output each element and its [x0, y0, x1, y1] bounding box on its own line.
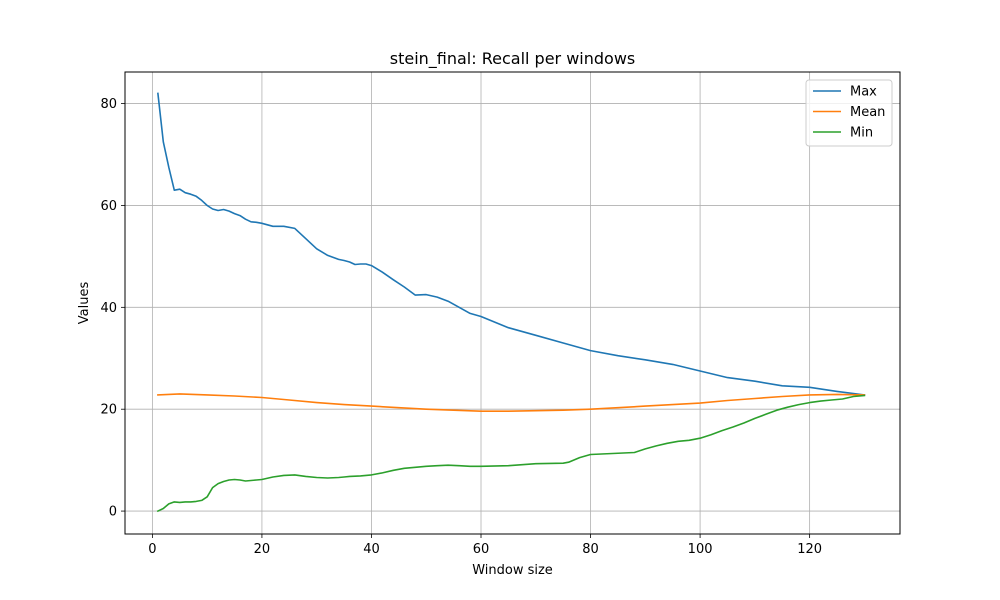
chart-title: stein_final: Recall per windows — [390, 49, 636, 69]
y-tick-label: 40 — [100, 301, 117, 316]
x-axis-label: Window size — [472, 563, 553, 578]
y-tick-label: 20 — [100, 403, 117, 418]
legend-label-max: Max — [850, 85, 877, 100]
legend: Max Mean Min — [805, 79, 893, 147]
y-tick-label: 80 — [100, 97, 117, 112]
axis-ticks: 0 20 40 60 80 100 120 0 20 40 60 80 — [100, 97, 822, 557]
plot-frame — [124, 71, 901, 535]
x-tick-label: 20 — [254, 542, 271, 557]
x-tick-label: 40 — [363, 542, 380, 557]
x-tick-label: 60 — [473, 542, 490, 557]
legend-label-min: Min — [850, 126, 873, 141]
x-tick-label: 0 — [148, 542, 156, 557]
x-tick-label: 80 — [582, 542, 599, 557]
series-line-mean — [157, 393, 866, 413]
y-axis-label: Values — [77, 282, 92, 325]
y-tick-label: 60 — [100, 199, 117, 214]
grid — [125, 72, 900, 534]
legend-box — [805, 79, 893, 147]
series-lines — [156, 92, 866, 513]
series-line-min — [156, 394, 866, 513]
x-tick-label: 100 — [688, 542, 713, 557]
y-tick-label: 0 — [109, 505, 117, 520]
series-line-max — [157, 92, 866, 396]
legend-label-mean: Mean — [850, 105, 885, 120]
x-tick-label: 120 — [797, 542, 822, 557]
